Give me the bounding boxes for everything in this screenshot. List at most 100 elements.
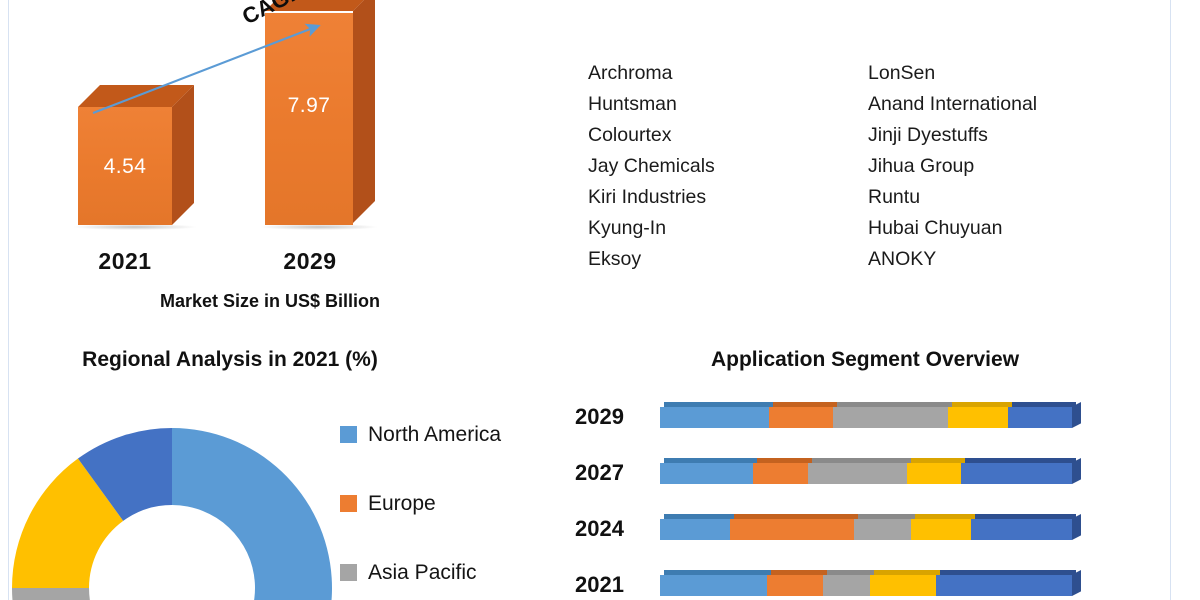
company-item: Huntsman	[588, 93, 677, 115]
stacked-segment-segment-5[interactable]	[936, 575, 1072, 596]
company-item: Colourtex	[588, 124, 672, 146]
segment-row: 2024	[550, 500, 1190, 552]
company-item: Runtu	[868, 186, 921, 208]
legend-item-asia-pacific[interactable]: Asia Pacific	[340, 538, 501, 600]
stacked-bar-2029[interactable]	[660, 402, 1081, 428]
year-label-2029: 2029	[283, 248, 337, 274]
stacked-segment-top-face	[664, 570, 772, 575]
stacked-segment-segment-3[interactable]	[808, 463, 908, 484]
stacked-segment-segment-5[interactable]	[960, 463, 1072, 484]
stacked-segment-segment-3[interactable]	[853, 519, 912, 540]
company-item: Jinji Dyestuffs	[868, 124, 988, 146]
bar-2029-shadow	[261, 224, 377, 230]
stacked-segment-top-face	[734, 514, 858, 519]
stacked-segment-top-face	[664, 514, 735, 519]
cagr-arrow-icon	[92, 23, 321, 114]
legend-item-europe[interactable]: Europe	[340, 469, 501, 538]
stacked-segment-segment-3[interactable]	[822, 575, 871, 596]
stacked-segment-top-face	[964, 458, 1076, 463]
company-item: Jay Chemicals	[588, 155, 715, 177]
stacked-segment-segment-4[interactable]	[948, 407, 1009, 428]
stacked-segment-top-face	[857, 514, 916, 519]
stacked-segment-top-face	[915, 514, 976, 519]
stacked-segment-segment-2[interactable]	[730, 519, 854, 540]
stacked-segment-segment-4[interactable]	[907, 463, 961, 484]
stacked-segment-top-face	[773, 402, 838, 407]
donut-slice-middle-east-and-africa[interactable]	[12, 458, 124, 588]
donut-slice-asia-pacific[interactable]	[12, 588, 115, 600]
donut-slice-north-america[interactable]	[172, 428, 332, 600]
bar-2021: 4.54	[74, 85, 196, 230]
bar-2021-front-face	[78, 107, 172, 225]
frame-left-border	[8, 0, 9, 600]
segment-year-label-2024: 2024	[575, 516, 624, 541]
bar-2029-value: 7.97	[287, 94, 331, 117]
company-item: Eksoy	[588, 248, 642, 270]
bar-2021-value: 4.54	[103, 155, 147, 178]
donut-legend: North America Europe Asia Pacific	[340, 400, 501, 600]
bar-2021-shadow	[74, 224, 196, 230]
key-players-list: Archroma Huntsman Colourtex Jay Chemical…	[588, 58, 1148, 275]
donut-svg	[12, 428, 332, 600]
stacked-bar-2021[interactable]	[660, 570, 1081, 596]
stacked-segment-top-face	[756, 458, 813, 463]
company-item: Archroma	[588, 62, 673, 84]
segment-year-label-2029: 2029	[575, 404, 624, 429]
stacked-segment-segment-1[interactable]	[660, 463, 753, 484]
stacked-segment-segment-1[interactable]	[660, 575, 768, 596]
company-item: Kiri Industries	[588, 186, 707, 208]
frame-right-border	[1170, 0, 1171, 600]
company-item: Jihua Group	[868, 155, 975, 177]
stacked-segment-segment-4[interactable]	[870, 575, 937, 596]
stacked-segment-top-face	[826, 570, 875, 575]
company-item: LonSen	[868, 62, 936, 84]
legend-swatch-europe	[340, 495, 357, 512]
company-item: Anand International	[868, 93, 1038, 115]
company-column-left: Archroma Huntsman Colourtex Jay Chemical…	[588, 58, 868, 275]
legend-label: North America	[368, 422, 502, 446]
market-size-column-chart: CAGR 7.3% 4.54 7.97 2021 2029 Market Siz…	[60, 0, 480, 330]
stacked-segment-segment-2[interactable]	[769, 407, 834, 428]
stacked-bar-end-cap	[1072, 402, 1081, 428]
company-item: Kyung-In	[588, 217, 667, 239]
segment-row: 2029	[550, 388, 1190, 440]
donut-slice-south-america[interactable]	[77, 428, 172, 521]
stacked-segment-top-face	[664, 402, 774, 407]
stacked-bar-2027[interactable]	[660, 458, 1081, 484]
stacked-segment-segment-5[interactable]	[971, 519, 1072, 540]
year-label-2021: 2021	[98, 248, 152, 274]
stacked-segment-top-face	[664, 458, 757, 463]
company-item: ANOKY	[868, 248, 937, 270]
legend-label: Europe	[368, 491, 436, 515]
segment-year-label-2027: 2027	[575, 460, 624, 485]
stacked-bar-end-cap	[1072, 458, 1081, 484]
stacked-segment-segment-5[interactable]	[1008, 407, 1072, 428]
stacked-segment-segment-2[interactable]	[767, 575, 823, 596]
legend-swatch-asia-pacific	[340, 564, 357, 581]
donut-chart-title: Regional Analysis in 2021 (%)	[82, 348, 378, 371]
company-column-right: LonSen Anand International Jinji Dyestuf…	[868, 58, 1148, 275]
stacked-segment-segment-1[interactable]	[660, 519, 731, 540]
legend-item-north-america[interactable]: North America	[340, 400, 501, 469]
stacked-segment-top-face	[911, 458, 965, 463]
legend-swatch-north-america	[340, 426, 357, 443]
stacked-segment-top-face	[952, 402, 1013, 407]
bar-2029-3d-faces	[265, 0, 375, 223]
stacked-segment-top-face	[940, 570, 1076, 575]
segment-year-label-2021: 2021	[575, 572, 624, 597]
column-chart-axis-title: Market Size in US$ Billion	[159, 291, 381, 311]
stacked-segment-top-face	[874, 570, 941, 575]
company-item: Hubai Chuyuan	[868, 217, 1003, 239]
stacked-segment-segment-2[interactable]	[752, 463, 809, 484]
stacked-segment-top-face	[1012, 402, 1076, 407]
stacked-segment-top-face	[812, 458, 912, 463]
bar-2029-front-face	[265, 13, 353, 225]
segment-row: 2027	[550, 444, 1190, 496]
stacked-segment-segment-1[interactable]	[660, 407, 770, 428]
stacked-segment-segment-4[interactable]	[911, 519, 972, 540]
stacked-bar-2024[interactable]	[660, 514, 1081, 540]
stacked-segment-segment-3[interactable]	[833, 407, 949, 428]
stacked-segment-top-face	[975, 514, 1076, 519]
segment-row: 2021	[550, 556, 1190, 600]
